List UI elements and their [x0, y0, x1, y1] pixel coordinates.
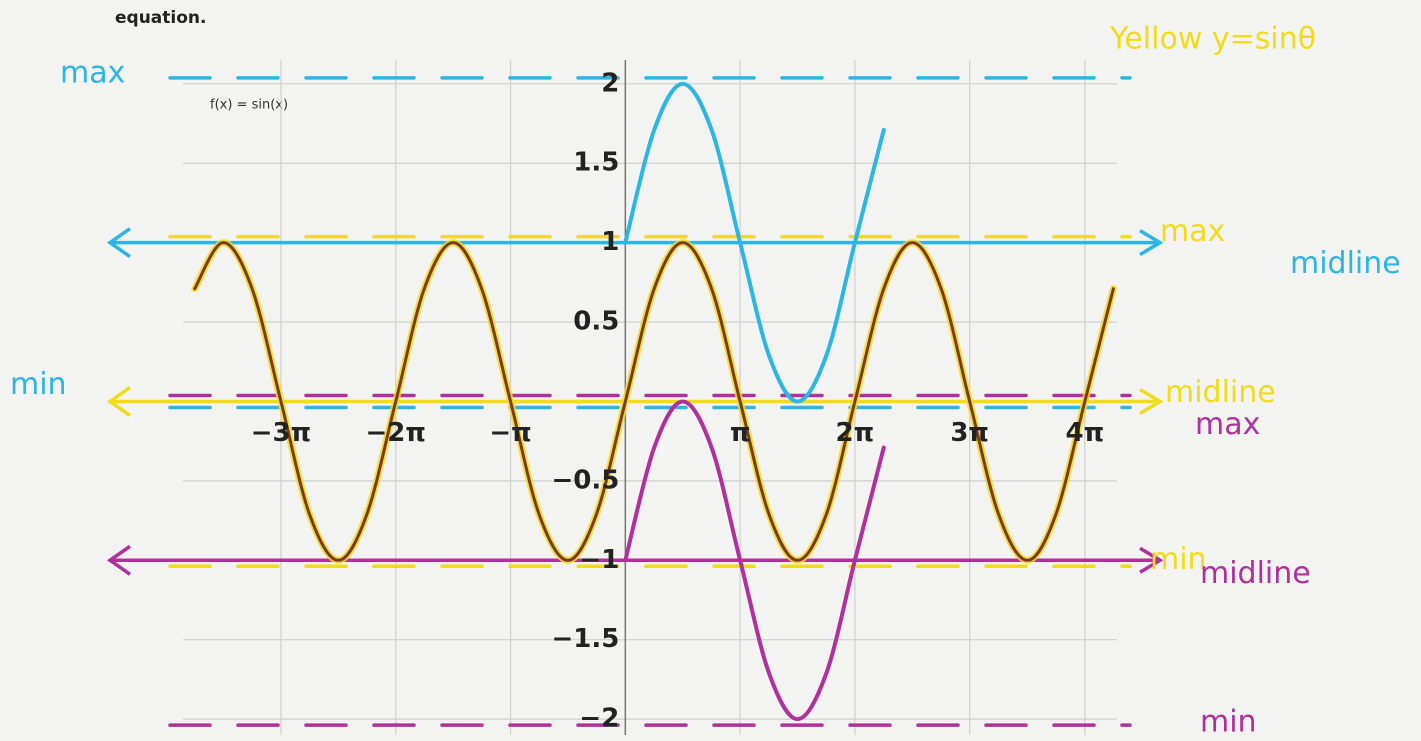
header-text: equation.	[115, 8, 206, 28]
y-tick-label: −1	[579, 545, 619, 575]
y-tick-label: 1.5	[573, 148, 619, 178]
y-tick-label: 2	[601, 68, 619, 98]
line-label: midline	[1290, 246, 1401, 281]
arrowhead	[106, 544, 132, 576]
x-tick-label: π	[730, 418, 751, 448]
x-tick-label: 2π	[836, 418, 875, 448]
y-tick-label: 0.5	[573, 307, 619, 337]
arrowhead	[1139, 387, 1164, 415]
curve	[193, 241, 1115, 562]
line-label: midline	[1165, 375, 1276, 410]
x-tick-label: −π	[489, 418, 531, 448]
arrowhead	[106, 386, 132, 417]
line-label: min	[1150, 542, 1207, 577]
y-tick-label: −1.5	[551, 624, 619, 654]
arrowhead	[106, 227, 132, 259]
x-tick-label: 4π	[1065, 418, 1104, 448]
curves	[191, 81, 1117, 722]
yellow-label: Yellow y=sinθ	[1109, 22, 1316, 57]
curve	[623, 81, 886, 404]
curve	[623, 399, 886, 722]
x-tick-label: −3π	[251, 418, 311, 448]
chart-title: f(x) = sin(x)	[210, 98, 288, 113]
x-tick-label: 3π	[950, 418, 989, 448]
y-tick-label: −0.5	[551, 465, 619, 495]
y-tick-label: 1	[601, 227, 619, 257]
line-label: min	[10, 367, 67, 402]
line-label: max	[1160, 214, 1225, 249]
line-label: min	[1200, 705, 1257, 740]
y-tick-label: −2	[579, 704, 619, 734]
labels: 21.510.5−0.5−1−1.5−2−3π −2π −π π 2π 3π 4πmaxmi…	[10, 55, 1401, 739]
line-label: midline	[1200, 556, 1311, 591]
reference-lines	[106, 76, 1164, 727]
line-label: max	[60, 55, 125, 90]
arrowhead	[1139, 546, 1164, 574]
x-tick-label: −2π	[366, 418, 426, 448]
arrowhead	[1139, 229, 1164, 257]
line-label: max	[1195, 407, 1260, 442]
